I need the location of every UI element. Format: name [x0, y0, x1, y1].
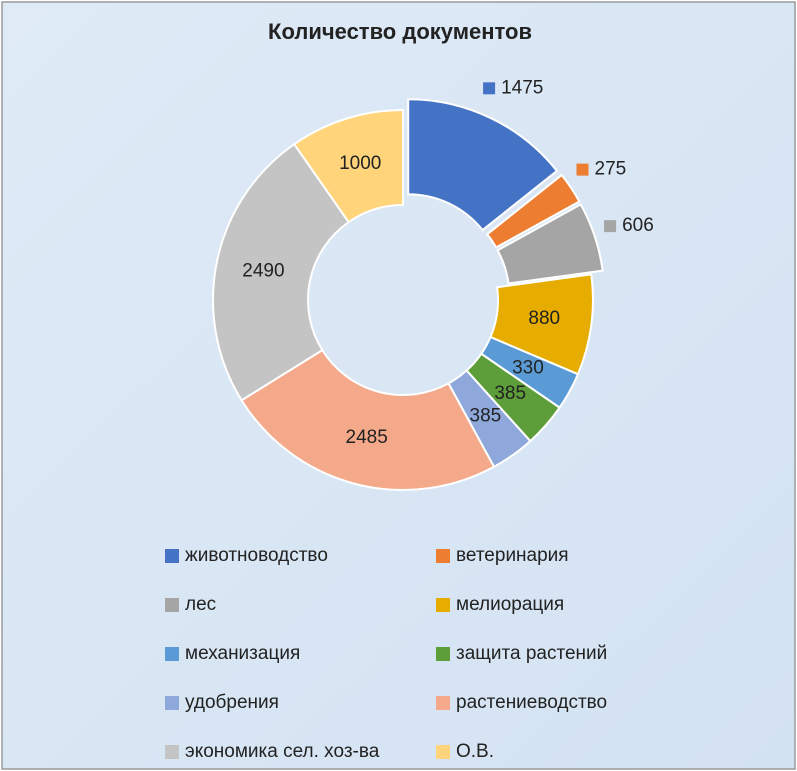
legend-key [436, 696, 450, 710]
data-label: 606 [622, 215, 654, 236]
legend-key [436, 598, 450, 612]
legend-label: экономика сел. хоз-ва [185, 741, 380, 762]
legend-key [165, 549, 179, 563]
legend-label: животноводство [185, 545, 328, 566]
data-label: 385 [470, 405, 502, 426]
legend-label: мелиорация [456, 594, 564, 615]
data-label: 330 [512, 358, 544, 379]
legend-label: лес [185, 594, 216, 615]
label-key [576, 163, 589, 176]
legend-key [165, 598, 179, 612]
data-label: 1475 [501, 77, 543, 98]
slice [407, 98, 559, 232]
legend-key [436, 549, 450, 563]
data-label: 385 [494, 383, 526, 404]
data-label: 2485 [346, 427, 388, 448]
legend-key [165, 647, 179, 661]
legend-label: защита растений [456, 643, 607, 664]
slice [240, 348, 496, 491]
slice [212, 142, 351, 402]
slice [485, 173, 581, 249]
legend-key [165, 696, 179, 710]
data-label: 2490 [242, 260, 284, 281]
label-key [604, 220, 617, 233]
data-label: 880 [528, 308, 560, 329]
legend-label: О.В. [456, 741, 494, 762]
legend-label: растениеводство [456, 692, 607, 713]
slice [496, 203, 604, 285]
legend-label: механизация [185, 643, 300, 664]
data-label: 275 [595, 159, 627, 180]
legend-key [436, 647, 450, 661]
data-label: 1000 [339, 153, 381, 174]
slice [292, 108, 404, 224]
chart-title: Количество документов [268, 19, 532, 44]
label-key [483, 82, 496, 95]
legend-label: ветеринария [456, 545, 569, 566]
legend-label: удобрения [185, 692, 279, 713]
legend-key [436, 745, 450, 759]
legend-key [165, 745, 179, 759]
